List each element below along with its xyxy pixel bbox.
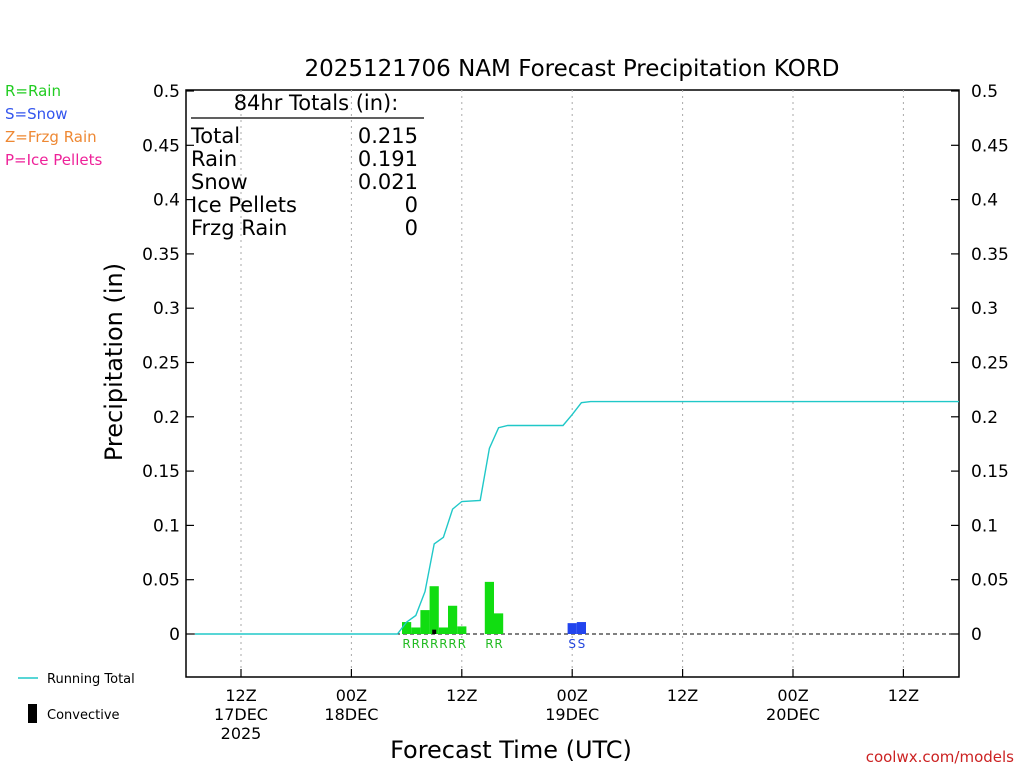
precip-type-label-5: R	[448, 637, 456, 651]
precip-type-label-1: R	[412, 637, 420, 651]
precip-bar-6	[457, 626, 467, 634]
totals-value-4: 0	[405, 216, 418, 240]
convective-bars	[432, 629, 437, 634]
grid-lines	[186, 90, 959, 677]
y-tick-label-right-5: 0.25	[971, 354, 1009, 374]
precip-bars	[402, 581, 586, 634]
y-tick-label-left-0: 0.5	[153, 82, 180, 102]
totals-label-4: Frzg Rain	[191, 216, 287, 240]
y-tick-label-left-5: 0.25	[142, 354, 180, 374]
totals-box: 84hr Totals (in): Total 0.215 Rain 0.191 Snow…	[190, 91, 424, 240]
x-tick-label-5-0: 00Z	[777, 686, 808, 705]
legend-type-0: R=Rain	[5, 82, 61, 100]
x-tick-label-1-0: 00Z	[336, 686, 367, 705]
precip-type-legend: R=Rain S=Snow Z=Frzg Rain P=Ice Pellets	[5, 82, 102, 169]
precip-type-label-6: R	[458, 637, 466, 651]
totals-value-1: 0.191	[358, 147, 418, 171]
precip-type-label-8: R	[494, 637, 502, 651]
precip-type-label-0: R	[402, 637, 410, 651]
totals-value-3: 0	[405, 193, 418, 217]
y-tick-label-right-0: 0.5	[971, 82, 998, 102]
y-tick-label-left-9: 0.05	[142, 571, 180, 591]
running-total-series	[195, 400, 959, 635]
y-tick-label-left-6: 0.2	[153, 408, 180, 428]
x-axis-label: Forecast Time (UTC)	[390, 736, 632, 764]
precip-bar-9	[567, 623, 577, 634]
y-tick-label-right-3: 0.35	[971, 245, 1009, 265]
precip-bar-4	[438, 627, 448, 634]
x-tick-label-6-0: 12Z	[888, 686, 919, 705]
y-axis-right: 0.5 0.45 0.4 0.35 0.3 0.25 0.2 0.15 0.1 0.05 0	[951, 82, 1009, 645]
precip-bar-2	[420, 610, 430, 634]
x-tick-label-1-1: 18DEC	[324, 705, 378, 724]
precip-type-label-7: R	[485, 637, 493, 651]
y-tick-label-left-2: 0.4	[153, 191, 180, 211]
y-tick-label-right-4: 0.3	[971, 299, 998, 319]
totals-label-0: Total	[190, 124, 240, 148]
y-tick-label-right-9: 0.05	[971, 571, 1009, 591]
y-tick-label-right-8: 0.1	[971, 516, 998, 536]
x-tick-label-4-0: 12Z	[667, 686, 698, 705]
precip-type-label-2: R	[421, 637, 429, 651]
x-tick-label-0-2: 2025	[221, 724, 262, 743]
legend-running-total-label: Running Total	[47, 672, 135, 687]
running-total-line	[195, 400, 959, 635]
legend-convective-swatch	[28, 704, 37, 723]
precip-type-label-10: S	[578, 637, 586, 651]
y-axis-label: Precipitation (in)	[100, 263, 128, 461]
totals-label-1: Rain	[191, 147, 237, 171]
x-tick-label-0-0: 12Z	[225, 686, 256, 705]
y-tick-label-right-10: 0	[971, 625, 982, 645]
x-tick-label-5-1: 20DEC	[766, 705, 820, 724]
totals-heading: 84hr Totals (in):	[234, 91, 399, 115]
legend-convective-label: Convective	[47, 708, 120, 723]
y-tick-label-right-7: 0.15	[971, 462, 1009, 482]
y-tick-label-left-3: 0.35	[142, 245, 180, 265]
y-tick-label-left-4: 0.3	[153, 299, 180, 319]
series-legend: Running Total Convective	[18, 672, 135, 723]
y-tick-label-right-6: 0.2	[971, 408, 998, 428]
x-tick-label-0-1: 17DEC	[214, 705, 268, 724]
totals-label-2: Snow	[191, 170, 248, 194]
precip-bar-0	[402, 622, 412, 634]
precip-bar-5	[448, 605, 458, 634]
totals-label-3: Ice Pellets	[191, 193, 297, 217]
precip-bar-3	[429, 586, 439, 634]
convective-bar-0	[432, 629, 437, 634]
totals-value-2: 0.021	[358, 170, 418, 194]
precip-type-label-3: R	[430, 637, 438, 651]
x-tick-label-3-1: 19DEC	[545, 705, 599, 724]
totals-value-0: 0.215	[358, 124, 418, 148]
y-axis-left: 0.5 0.45 0.4 0.35 0.3 0.25 0.2 0.15 0.1 0.05 0	[142, 82, 194, 645]
y-tick-label-left-8: 0.1	[153, 516, 180, 536]
y-tick-label-left-7: 0.15	[142, 462, 180, 482]
precip-bar-10	[576, 622, 586, 634]
footer-credit[interactable]: coolwx.com/models	[866, 748, 1014, 766]
precip-bar-7	[484, 581, 494, 634]
legend-type-2: Z=Frzg Rain	[5, 128, 97, 146]
y-tick-label-right-1: 0.45	[971, 136, 1009, 156]
precip-type-label-9: S	[568, 637, 576, 651]
y-tick-label-left-1: 0.45	[142, 136, 180, 156]
precip-bar-1	[411, 627, 421, 634]
x-tick-label-2-0: 12Z	[446, 686, 477, 705]
y-tick-label-right-2: 0.4	[971, 191, 998, 211]
precip-type-label-4: R	[439, 637, 447, 651]
chart-title: 2025121706 NAM Forecast Precipitation KO…	[304, 56, 839, 82]
x-tick-label-3-0: 00Z	[557, 686, 588, 705]
legend-type-3: P=Ice Pellets	[5, 151, 102, 169]
y-tick-label-left-10: 0	[169, 625, 180, 645]
precip-bar-8	[494, 613, 504, 634]
legend-type-1: S=Snow	[5, 105, 68, 123]
